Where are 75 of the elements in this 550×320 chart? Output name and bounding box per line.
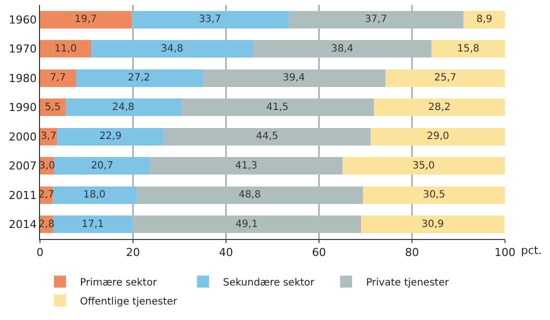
y-tick-label: 1980: [8, 72, 37, 85]
data-label: 44,5: [256, 131, 278, 142]
data-label: 35,0: [412, 160, 435, 172]
data-label: 34,8: [160, 43, 184, 54]
y-tick-label: 2007: [8, 160, 37, 173]
bar: [360, 216, 505, 234]
data-label: 27,2: [128, 72, 150, 84]
data-label: 29,0: [426, 131, 450, 142]
bar: [91, 40, 253, 58]
legend-label: Offentlige tjenester: [80, 296, 178, 308]
legend-label: Primære sektor: [80, 277, 158, 288]
bar: [288, 10, 464, 28]
bar: [202, 69, 386, 87]
bar: [370, 128, 505, 146]
bar: [180, 98, 374, 116]
legend-label: Sekundære sektor: [223, 277, 316, 288]
bar: [132, 10, 288, 28]
bar: [136, 186, 364, 204]
bar: [150, 157, 342, 175]
bar: [374, 98, 505, 116]
bar: [252, 40, 432, 58]
x-tick-label: 0: [36, 246, 44, 260]
bar: [164, 128, 371, 146]
y-tick-label: 1970: [8, 42, 37, 56]
data-label: 3,7: [40, 131, 57, 142]
data-label: 30,9: [422, 218, 444, 230]
data-label: 49,1: [236, 218, 258, 230]
data-label: 37,7: [364, 14, 388, 26]
legend-label: Private tjenester: [366, 277, 450, 288]
bar: [464, 10, 505, 28]
data-label: 20,7: [90, 160, 114, 172]
x-tick-label: 60: [312, 246, 326, 260]
data-label: 15,8: [457, 43, 480, 54]
x-tick-label: 80: [405, 246, 419, 260]
bar: [40, 10, 132, 28]
data-label: 41,3: [235, 160, 258, 172]
x-tick-label: 100: [494, 246, 516, 260]
y-tick-label: 2011: [8, 188, 37, 202]
x-axis-title: pct.: [521, 244, 542, 257]
data-label: 30,5: [422, 190, 446, 201]
bar: [432, 40, 505, 58]
data-label: 11,0: [54, 43, 77, 54]
bar: [363, 186, 505, 204]
data-label: 33,7: [198, 14, 222, 26]
data-label: 28,2: [428, 102, 451, 113]
data-label: 18,0: [83, 190, 106, 201]
bar: [40, 69, 76, 87]
data-label: 22,9: [99, 131, 122, 142]
x-tick-label: 20: [126, 246, 140, 260]
bar: [57, 128, 164, 146]
data-label: 8,9: [476, 14, 492, 26]
data-label: 19,7: [74, 14, 97, 26]
data-label: 24,8: [112, 102, 134, 113]
data-label: 7,7: [50, 72, 66, 84]
bar: [40, 40, 92, 58]
y-tick-label: 2000: [8, 130, 37, 144]
bar: [76, 69, 202, 87]
bar: [53, 216, 133, 234]
data-label: 38,4: [331, 43, 354, 54]
data-label: 48,8: [238, 190, 261, 201]
bar: [386, 69, 505, 87]
bar: [342, 157, 505, 175]
data-label: 41,5: [266, 102, 289, 113]
data-label: 39,4: [282, 72, 306, 84]
data-label: 17,1: [82, 218, 104, 230]
y-tick-label: 1960: [8, 13, 37, 26]
bar: [66, 98, 181, 116]
x-tick-label: 40: [219, 246, 233, 260]
y-tick-label: 2014: [8, 218, 37, 232]
bar: [54, 157, 150, 175]
bar: [52, 186, 136, 204]
bar: [132, 216, 361, 234]
data-label: 5,5: [44, 102, 61, 113]
y-tick-label: 1990: [8, 101, 37, 114]
data-label: 25,7: [434, 72, 456, 84]
